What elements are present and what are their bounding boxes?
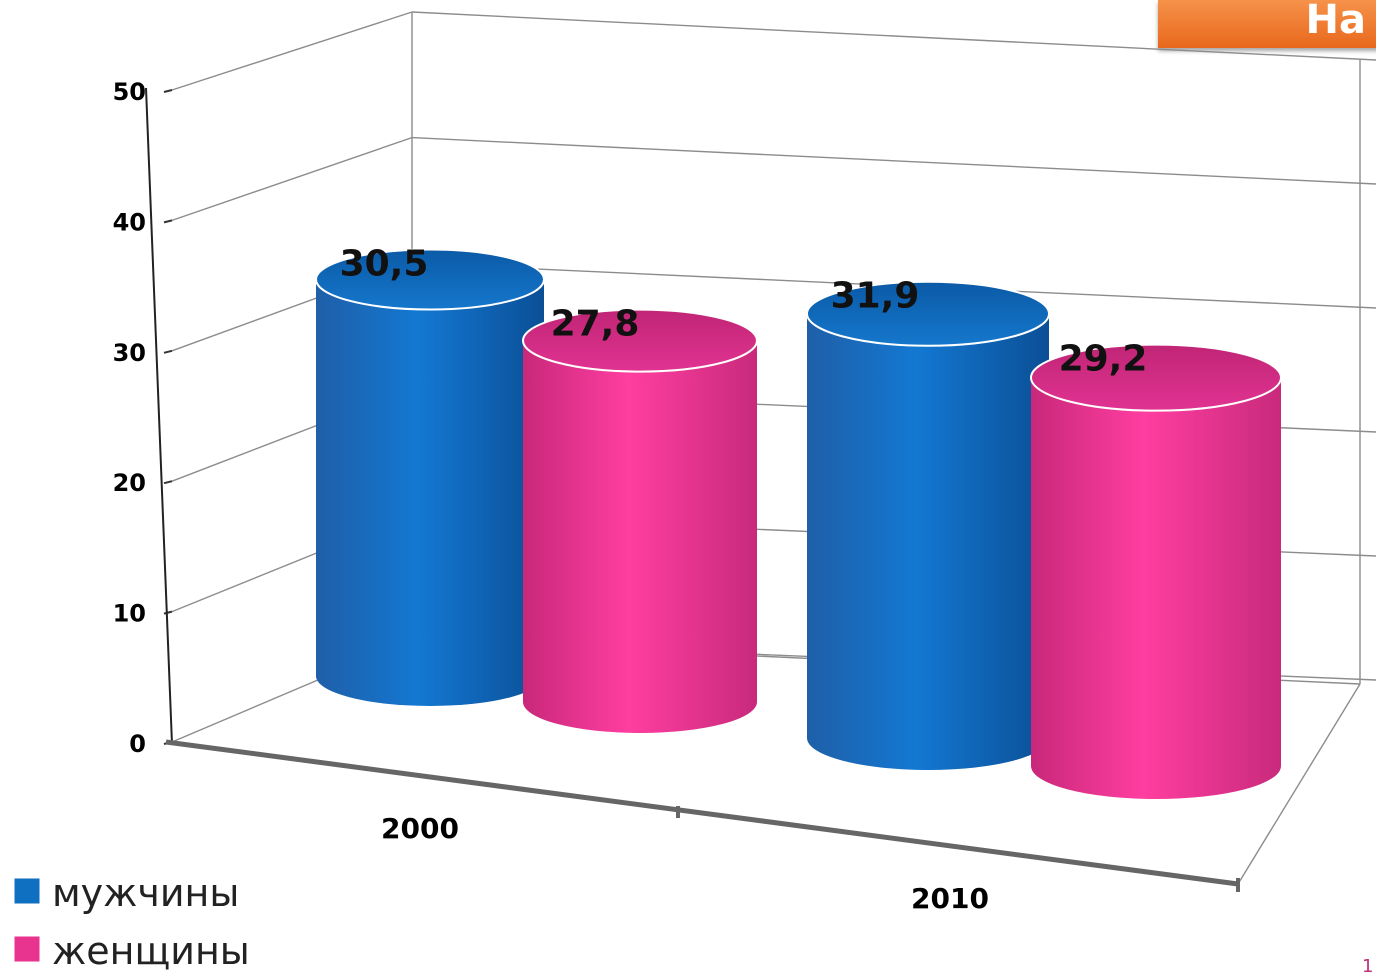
data-label: 30,5: [340, 244, 429, 285]
y-tick-mark: [163, 89, 173, 93]
floor-right-edge: [1237, 683, 1361, 885]
y-axis: 0 10 20 30 40 50: [113, 78, 173, 758]
y-tick-label: 30: [113, 339, 146, 367]
data-label: 29,2: [1059, 339, 1148, 380]
y-tick-label: 40: [113, 208, 146, 236]
cylinder-bar: [522, 308, 758, 733]
cylinder-top: [315, 248, 545, 311]
chart-bars: [315, 248, 1282, 799]
category-labels: 2000 2010: [381, 812, 989, 915]
x-tick-label: 2010: [911, 882, 989, 915]
y-tick-label: 50: [113, 78, 146, 106]
corner-title-tab: На: [1158, 0, 1376, 48]
legend-swatch: [13, 935, 41, 963]
x-tick-label: 2000: [381, 812, 459, 845]
cylinder-body: [1031, 377, 1281, 799]
y-tick-mark: [163, 219, 173, 224]
legend-label: мужчины: [52, 871, 239, 915]
y-tick-mark: [163, 349, 173, 354]
cylinder-bar: [315, 248, 545, 706]
data-label: 31,9: [831, 276, 920, 317]
cylinder-body: [807, 313, 1049, 770]
cylinder-top: [522, 308, 758, 373]
x-axis-line: [165, 739, 1239, 887]
cylinder-top: [806, 280, 1050, 347]
y-tick-mark: [163, 610, 173, 615]
y-axis-line: [145, 87, 173, 745]
side-gridline: [171, 11, 413, 91]
cylinder-bar: [1030, 343, 1282, 799]
y-tick-label: 10: [113, 600, 146, 628]
x-axis: [165, 739, 1240, 892]
cylinder-top: [1030, 343, 1282, 412]
legend-label: женщины: [52, 929, 250, 973]
y-tick-label: 20: [113, 469, 146, 497]
side-gridline: [171, 136, 413, 222]
cylinder-body: [523, 340, 757, 733]
legend-swatch: [13, 877, 41, 905]
cylinder-bar: [806, 280, 1050, 770]
page-number: 1: [1362, 956, 1374, 977]
back-gridline: [411, 11, 1376, 61]
back-gridline: [411, 136, 1376, 185]
data-label: 27,8: [551, 304, 640, 345]
y-tick-label: 0: [129, 730, 146, 758]
cylinder-body: [316, 279, 544, 706]
legend: мужчины женщины: [13, 871, 250, 973]
y-tick-mark: [163, 480, 173, 485]
data-labels: 30,5 27,8 31,9 29,2: [340, 244, 1148, 380]
